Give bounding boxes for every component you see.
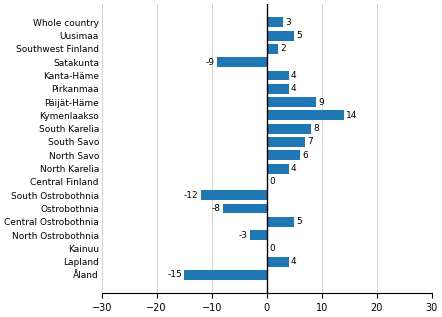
Bar	[267, 257, 289, 267]
Text: 7: 7	[307, 138, 313, 146]
Text: -3: -3	[239, 230, 248, 240]
Text: 2: 2	[280, 44, 286, 53]
Text: 3: 3	[286, 18, 291, 27]
Text: 0: 0	[269, 178, 274, 186]
Bar	[201, 190, 267, 200]
Text: -15: -15	[167, 270, 182, 280]
Bar	[267, 110, 344, 120]
Bar	[267, 97, 316, 107]
Text: 8: 8	[313, 124, 319, 133]
Bar	[223, 204, 267, 213]
Bar	[267, 150, 300, 160]
Text: -8: -8	[212, 204, 221, 213]
Bar	[267, 164, 289, 174]
Bar	[267, 31, 294, 41]
Text: 4: 4	[291, 257, 297, 266]
Bar	[184, 270, 267, 280]
Bar	[267, 137, 305, 147]
Bar	[267, 44, 278, 54]
Text: 9: 9	[318, 98, 324, 107]
Bar	[267, 217, 294, 227]
Text: 0: 0	[269, 244, 274, 253]
Text: 5: 5	[297, 217, 302, 226]
Text: 14: 14	[346, 111, 357, 120]
Bar	[267, 124, 311, 134]
Text: 4: 4	[291, 71, 297, 80]
Text: 4: 4	[291, 164, 297, 173]
Bar	[217, 57, 267, 67]
Bar	[250, 230, 267, 240]
Text: 5: 5	[297, 31, 302, 40]
Text: 4: 4	[291, 84, 297, 93]
Text: -12: -12	[184, 191, 198, 200]
Text: -9: -9	[206, 58, 215, 67]
Bar	[267, 84, 289, 94]
Text: 6: 6	[302, 151, 308, 160]
Bar	[267, 17, 283, 27]
Bar	[267, 70, 289, 81]
